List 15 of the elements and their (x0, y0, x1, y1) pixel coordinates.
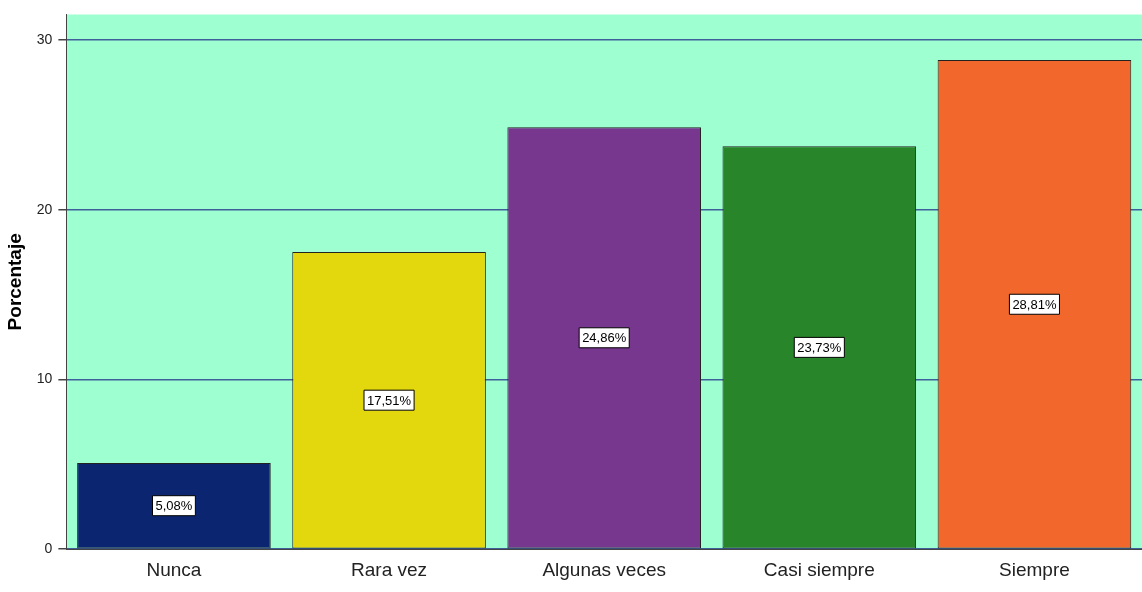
data-label: 23,73% (797, 339, 842, 355)
x-tick-label: Rara vez (351, 558, 428, 580)
data-label: 5,08% (155, 498, 193, 514)
y-tick-label: 20 (36, 200, 53, 217)
x-tick-label: Algunas veces (542, 558, 666, 580)
x-tick-label: Casi siempre (763, 558, 875, 580)
data-label: 17,51% (367, 392, 412, 408)
x-tick-label: Nunca (146, 558, 202, 580)
y-tick-label: 10 (36, 370, 53, 387)
y-tick-label: 30 (36, 30, 53, 47)
data-label: 28,81% (1012, 296, 1057, 312)
x-tick-label: Siempre (999, 558, 1070, 580)
data-label: 24,86% (582, 330, 627, 346)
y-axis-title: Porcentaje (3, 233, 25, 331)
y-tick-label: 0 (44, 540, 53, 557)
